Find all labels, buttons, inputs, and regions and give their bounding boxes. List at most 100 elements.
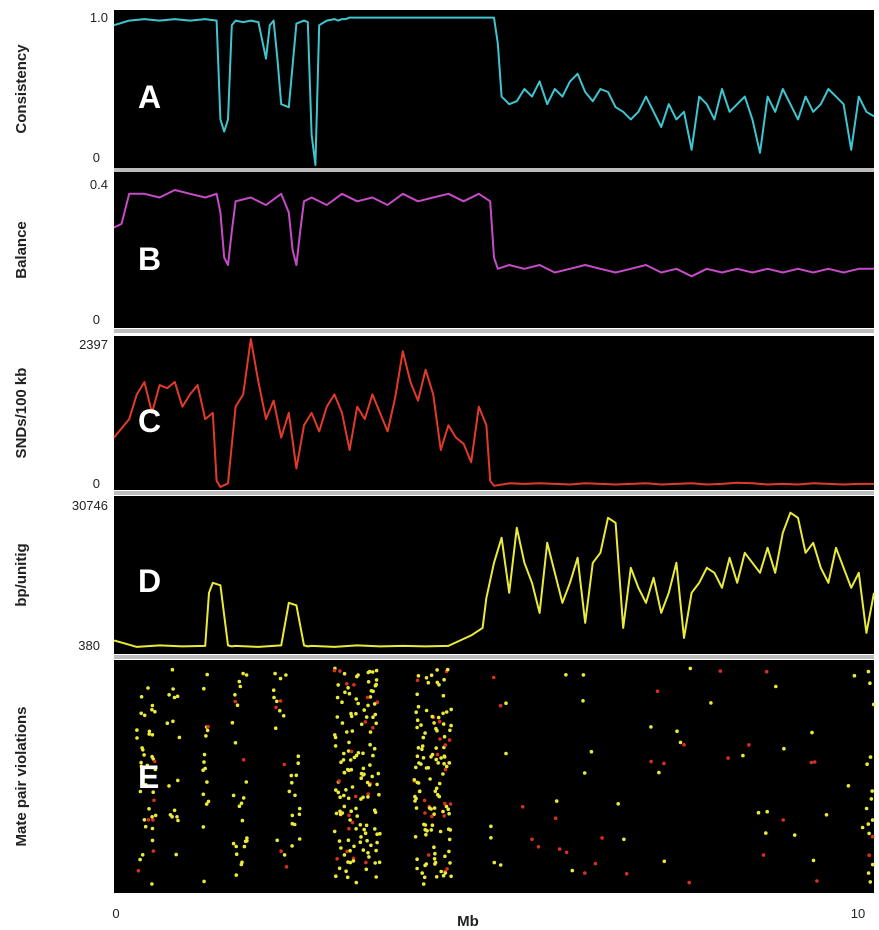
panel-separator bbox=[114, 655, 874, 659]
violation-dot bbox=[150, 815, 154, 819]
violation-dot bbox=[436, 715, 441, 720]
violation-dot bbox=[430, 814, 434, 819]
violation-dot bbox=[682, 743, 686, 747]
violation-dot bbox=[870, 818, 875, 822]
violation-dot bbox=[139, 760, 143, 765]
violation-dot bbox=[354, 806, 358, 811]
violation-dot bbox=[202, 752, 207, 757]
violation-dot bbox=[151, 818, 155, 822]
violation-dot bbox=[424, 862, 429, 866]
violation-dot bbox=[430, 714, 435, 719]
violation-dot bbox=[359, 722, 364, 727]
violation-dot bbox=[275, 699, 279, 704]
violation-dot bbox=[449, 707, 454, 712]
violation-dot bbox=[815, 879, 819, 883]
violation-dot bbox=[362, 827, 367, 832]
violation-dot bbox=[445, 867, 449, 871]
violation-dot bbox=[624, 872, 629, 876]
violation-dot bbox=[870, 789, 874, 793]
panel-b-y-tick-max: 0.4 bbox=[90, 177, 108, 192]
panel-c-y-axis-label: SNDs/100 kb bbox=[13, 368, 30, 459]
violation-dot bbox=[138, 857, 142, 862]
violation-dot bbox=[147, 807, 151, 811]
panel-e: E bbox=[114, 660, 876, 893]
violation-dot bbox=[812, 760, 817, 764]
panel-d-letter: D bbox=[138, 563, 161, 599]
violation-dot bbox=[363, 720, 368, 724]
violation-dot bbox=[443, 871, 448, 875]
violation-dot bbox=[866, 871, 871, 875]
panel-b-letter: B bbox=[138, 241, 161, 277]
violation-dot bbox=[245, 836, 249, 840]
violation-dot bbox=[414, 765, 418, 770]
violation-dot bbox=[448, 802, 453, 806]
violation-dot bbox=[297, 812, 302, 817]
panel-a-series-line bbox=[113, 16, 875, 166]
violation-dot bbox=[589, 749, 594, 754]
violation-dot bbox=[278, 676, 283, 681]
panel-b-y-axis-label: Balance bbox=[13, 221, 30, 279]
violation-dot bbox=[275, 838, 280, 843]
violation-dot bbox=[241, 796, 246, 800]
violation-dot bbox=[810, 730, 814, 735]
violation-dot bbox=[416, 746, 421, 750]
violation-dot bbox=[433, 789, 438, 794]
violation-dot bbox=[368, 742, 372, 747]
violation-dot bbox=[419, 723, 423, 727]
violation-dot bbox=[421, 756, 426, 760]
violation-dot bbox=[441, 722, 446, 726]
violation-dot bbox=[422, 798, 427, 803]
violation-dot bbox=[657, 770, 661, 775]
violation-dot bbox=[345, 682, 349, 686]
violation-dot bbox=[444, 804, 449, 809]
violation-dot bbox=[142, 713, 147, 718]
violation-dot bbox=[867, 831, 871, 836]
violation-dot bbox=[687, 880, 691, 885]
violation-dot bbox=[553, 816, 558, 820]
violation-dot bbox=[761, 853, 766, 857]
violation-dot bbox=[449, 874, 453, 879]
panel-a-y-tick-max: 1.0 bbox=[90, 10, 108, 25]
violation-dot bbox=[372, 702, 377, 706]
violation-dot bbox=[152, 798, 156, 803]
violation-dot bbox=[348, 818, 352, 822]
violation-dot bbox=[374, 848, 378, 853]
violation-dot bbox=[238, 684, 243, 689]
violation-dot bbox=[419, 762, 423, 766]
violation-dot bbox=[365, 838, 369, 843]
violation-dot bbox=[414, 710, 419, 714]
violation-dot bbox=[282, 853, 287, 857]
violation-dot bbox=[442, 734, 447, 739]
violation-dot bbox=[339, 760, 343, 764]
violation-dot bbox=[141, 748, 145, 752]
violation-dot bbox=[426, 853, 431, 857]
violation-dot bbox=[374, 678, 379, 682]
violation-dot bbox=[536, 845, 541, 849]
violation-dot bbox=[332, 829, 337, 834]
violation-dot bbox=[206, 724, 210, 729]
violation-dot bbox=[201, 792, 206, 797]
panel-d-y-axis-label: bp/unitig bbox=[13, 543, 30, 606]
violation-dot bbox=[441, 693, 446, 698]
x-tick-start: 0 bbox=[112, 906, 119, 921]
violation-dot bbox=[424, 832, 428, 837]
violation-dot bbox=[241, 671, 245, 676]
violation-dot bbox=[349, 767, 354, 772]
violation-dot bbox=[866, 822, 871, 826]
violation-dot bbox=[441, 711, 445, 716]
violation-dot bbox=[139, 711, 143, 716]
panel-e-dots bbox=[135, 666, 876, 886]
violation-dot bbox=[415, 692, 420, 697]
violation-dot bbox=[442, 677, 446, 682]
violation-dot bbox=[868, 681, 872, 685]
violation-dot bbox=[292, 822, 297, 827]
violation-dot bbox=[345, 730, 349, 734]
panel-separator bbox=[114, 168, 874, 172]
violation-dot bbox=[792, 833, 797, 837]
violation-dot bbox=[428, 777, 432, 781]
violation-dot bbox=[336, 683, 341, 687]
violation-dot bbox=[433, 851, 437, 856]
violation-dot bbox=[167, 693, 171, 697]
violation-dot bbox=[354, 697, 359, 701]
violation-dot bbox=[176, 818, 180, 823]
